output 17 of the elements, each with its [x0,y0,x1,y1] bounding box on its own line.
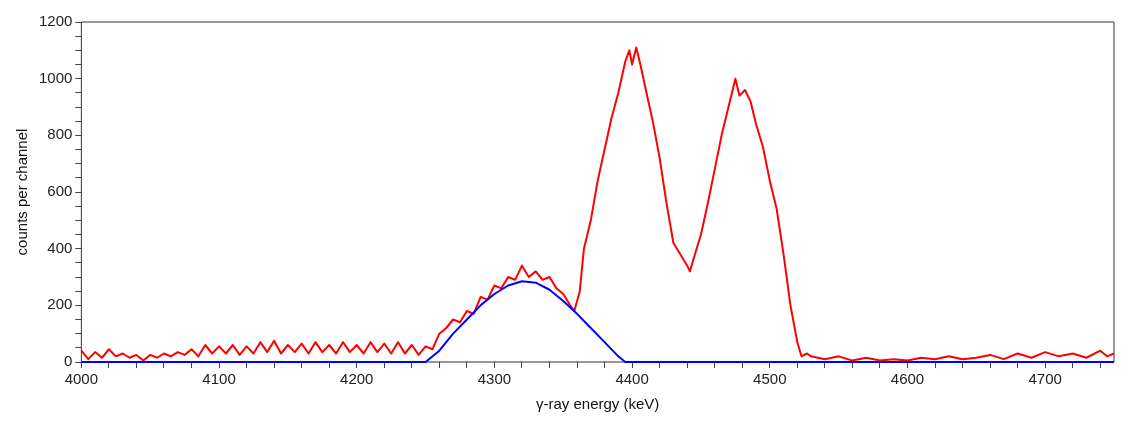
x-tick-label: 4200 [340,370,374,388]
x-tick-label: 4000 [64,370,99,388]
y-tick-label: 200 [47,295,73,313]
y-tick-label: 800 [47,125,73,143]
x-tick-label: 4500 [753,370,787,388]
y-tick-label: 400 [47,238,73,256]
x-axis-title: γ-ray energy (keV) [536,395,660,413]
y-tick-label: 1200 [38,12,73,30]
x-tick-label: 4400 [615,370,649,388]
x-tick-label: 4600 [890,370,925,388]
x-tick-label: 4300 [477,370,512,388]
y-tick-label: 0 [64,352,73,370]
y-axis-title: counts per channel [13,128,31,256]
x-tick-label: 4100 [202,370,236,388]
y-tick-label: 1000 [38,68,73,86]
y-tick-label: 600 [47,182,73,200]
x-tick-label: 4700 [1028,370,1062,388]
